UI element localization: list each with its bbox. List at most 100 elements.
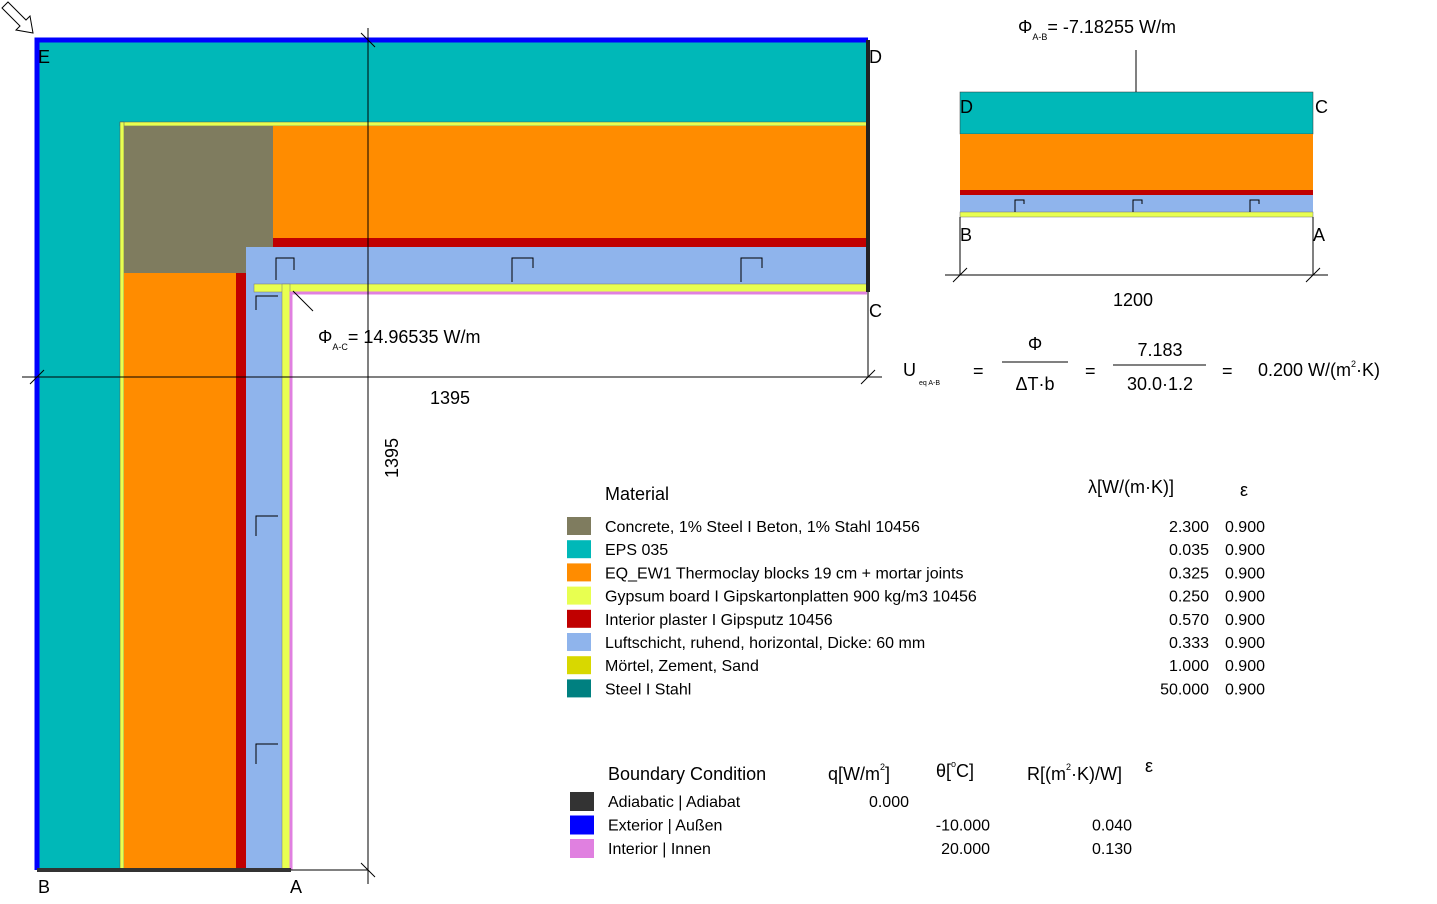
header-part: ] (885, 764, 890, 784)
material-epsilon: 0.900 (1225, 519, 1265, 536)
equivalent-section: ΦA-B= -7.18255 W/m D C B A 1200 (945, 17, 1328, 310)
material-swatch (567, 656, 591, 674)
boundary-r: 0.040 (1092, 818, 1132, 835)
denominator: ΔT·b (1015, 374, 1054, 394)
result: 0.200 W/(m2·K) (1258, 359, 1380, 380)
table-header: Boundary Condition (608, 764, 766, 784)
material-name: Interior plaster I Gipsputz 10456 (605, 612, 833, 629)
dimension-label: 1395 (430, 388, 470, 408)
material-epsilon: 0.900 (1225, 635, 1265, 652)
u-symbol: U (903, 360, 916, 380)
corner-label: E (38, 47, 50, 67)
header-part: R[(m (1027, 764, 1066, 784)
clay-layer (273, 126, 867, 238)
material-name: Gypsum board I Gipskartonplatten 900 kg/… (605, 589, 977, 606)
corner-label: C (1315, 97, 1328, 117)
corner-label: C (869, 301, 882, 321)
material-name: EQ_EW1 Thermoclay blocks 19 cm + mortar … (605, 565, 964, 582)
material-name: Luftschicht, ruhend, horizontal, Dicke: … (605, 635, 925, 652)
boundary-theta: -10.000 (936, 818, 990, 835)
flux-value: = -7.18255 W/m (1047, 17, 1176, 37)
material-epsilon: 0.900 (1225, 612, 1265, 629)
boundary-name: Interior | Innen (608, 841, 711, 858)
boundary-swatch (570, 839, 594, 858)
boundary-theta: 20.000 (941, 841, 990, 858)
material-swatch (567, 517, 591, 535)
air-layer (246, 273, 282, 870)
numerator: Φ (1028, 334, 1042, 354)
page: E D C B A ΦA-C= 14.96535 W/m 1395 1395 Φ… (0, 0, 1437, 899)
air-layer (246, 247, 867, 284)
material-lambda: 0.333 (1169, 635, 1209, 652)
plaster-layer (236, 273, 246, 870)
boundary-table: Boundary Condition q[W/m2] θ[oC] R[(m2·K… (570, 756, 1153, 858)
corner-label: D (960, 97, 973, 117)
material-name: Mörtel, Zement, Sand (605, 658, 759, 675)
material-name: EPS 035 (605, 542, 668, 559)
plaster-layer (960, 190, 1313, 195)
table-header: θ[oC] (936, 759, 974, 781)
material-lambda: 0.570 (1169, 612, 1209, 629)
flux-label: ΦA-B= -7.18255 W/m (1018, 17, 1176, 42)
equals: = (1085, 361, 1096, 381)
material-swatch (567, 679, 591, 697)
clay-layer (124, 273, 236, 870)
header-part: q[W/m (828, 764, 880, 784)
flux-symbol: Φ (1018, 17, 1032, 37)
material-epsilon: 0.900 (1225, 542, 1265, 559)
equals: = (1222, 361, 1233, 381)
board-layer (282, 284, 290, 870)
corner-label: B (38, 877, 50, 897)
corner-label: D (869, 47, 882, 67)
air-layer (960, 195, 1313, 212)
equation: Ueq A-B = Φ ΔT·b = 7.183 30.0·1.2 = 0.20… (903, 334, 1380, 394)
eps-layer (960, 92, 1313, 134)
material-rows: Concrete, 1% Steel I Beton, 1% Stahl 104… (567, 517, 1265, 698)
plaster-layer (273, 238, 867, 247)
board-layer (254, 284, 867, 292)
header-part: ·K)/W] (1071, 764, 1122, 784)
table-header: q[W/m2] (828, 762, 890, 784)
boundary-swatch (570, 816, 594, 835)
corner-label: B (960, 225, 972, 245)
flux-label: ΦA-C= 14.96535 W/m (318, 327, 480, 352)
material-epsilon: 0.900 (1225, 565, 1265, 582)
material-swatch (567, 610, 591, 628)
material-name: Concrete, 1% Steel I Beton, 1% Stahl 104… (605, 519, 920, 536)
flux-subscript: A-B (1032, 32, 1047, 42)
material-swatch (567, 633, 591, 651)
table-header: ε (1240, 480, 1248, 500)
equation-symbol: Ueq A-B (903, 360, 940, 387)
flux-subscript: A-C (332, 342, 348, 352)
result-value: 0.200 W/(m (1258, 360, 1351, 380)
eps-layer (37, 40, 124, 870)
table-header: R[(m2·K)/W] (1027, 762, 1122, 784)
boundary-name: Adiabatic | Adiabat (608, 794, 741, 811)
boundary-r: 0.130 (1092, 841, 1132, 858)
material-swatch (567, 540, 591, 558)
material-lambda: 50.000 (1160, 681, 1209, 698)
gypsum-strip (120, 122, 868, 126)
table-header: ε (1145, 756, 1153, 776)
material-swatch (567, 563, 591, 581)
u-subscript: eq A-B (919, 380, 940, 387)
header-part: θ[ (936, 761, 951, 781)
flux-value: = 14.96535 W/m (348, 327, 481, 347)
corner-label: A (290, 877, 302, 897)
material-epsilon: 0.900 (1225, 681, 1265, 698)
table-header: λ[W/(m·K)] (1088, 477, 1174, 497)
material-epsilon: 0.900 (1225, 589, 1265, 606)
table-header: Material (605, 484, 669, 504)
main-section: E D C B A ΦA-C= 14.96535 W/m 1395 1395 (2, 2, 882, 897)
boundary-swatch (570, 792, 594, 811)
board-layer (960, 212, 1313, 217)
material-lambda: 0.250 (1169, 589, 1209, 606)
material-lambda: 0.325 (1169, 565, 1209, 582)
material-lambda: 1.000 (1169, 658, 1209, 675)
equals: = (973, 361, 984, 381)
dimension-label: 1200 (1113, 290, 1153, 310)
denominator: 30.0·1.2 (1127, 374, 1193, 394)
dimension-label: 1395 (382, 438, 402, 478)
header-part: C] (956, 761, 974, 781)
